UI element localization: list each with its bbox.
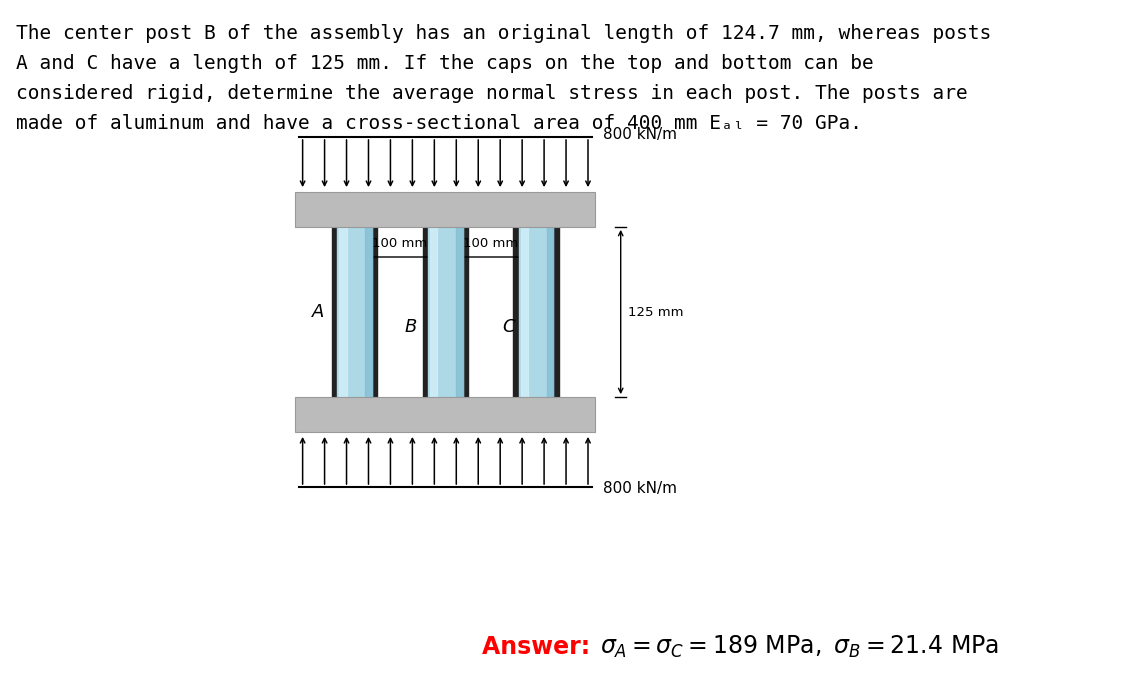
Bar: [518, 227, 554, 397]
Text: A: A: [312, 303, 324, 321]
Bar: [457, 227, 463, 397]
Text: The center post B of the assembly has an original length of 124.7 mm, whereas po: The center post B of the assembly has an…: [16, 24, 991, 43]
Bar: [365, 227, 371, 397]
Bar: [429, 227, 437, 397]
Bar: [521, 227, 529, 397]
Bar: [428, 227, 463, 397]
Bar: [463, 227, 468, 397]
Bar: [514, 227, 518, 397]
Text: A and C have a length of 125 mm. If the caps on the top and bottom can be: A and C have a length of 125 mm. If the …: [16, 54, 874, 73]
Bar: [423, 227, 428, 397]
Text: made of aluminum and have a cross-sectional area of 400 mm Eₐₗ = 70 GPa.: made of aluminum and have a cross-sectio…: [16, 114, 862, 133]
Text: B: B: [404, 318, 417, 336]
Bar: [337, 227, 371, 397]
Text: 100 mm: 100 mm: [464, 237, 518, 250]
Text: considered rigid, determine the average normal stress in each post. The posts ar: considered rigid, determine the average …: [16, 84, 968, 103]
Text: C: C: [502, 318, 515, 336]
Bar: [554, 227, 558, 397]
Text: Answer:: Answer:: [482, 635, 598, 659]
Text: 800 kN/m: 800 kN/m: [603, 127, 676, 143]
Bar: [296, 397, 595, 432]
Text: 800 kN/m: 800 kN/m: [603, 482, 676, 496]
Text: $\sigma_A = \sigma_C = 189\ \mathrm{MPa},\ \sigma_B = 21.4\ \mathrm{MPa}$: $\sigma_A = \sigma_C = 189\ \mathrm{MPa}…: [600, 634, 999, 660]
Bar: [296, 192, 595, 227]
Bar: [331, 227, 337, 397]
Bar: [371, 227, 377, 397]
Text: 125 mm: 125 mm: [628, 305, 683, 318]
Bar: [547, 227, 554, 397]
Bar: [339, 227, 346, 397]
Text: 100 mm: 100 mm: [372, 237, 427, 250]
